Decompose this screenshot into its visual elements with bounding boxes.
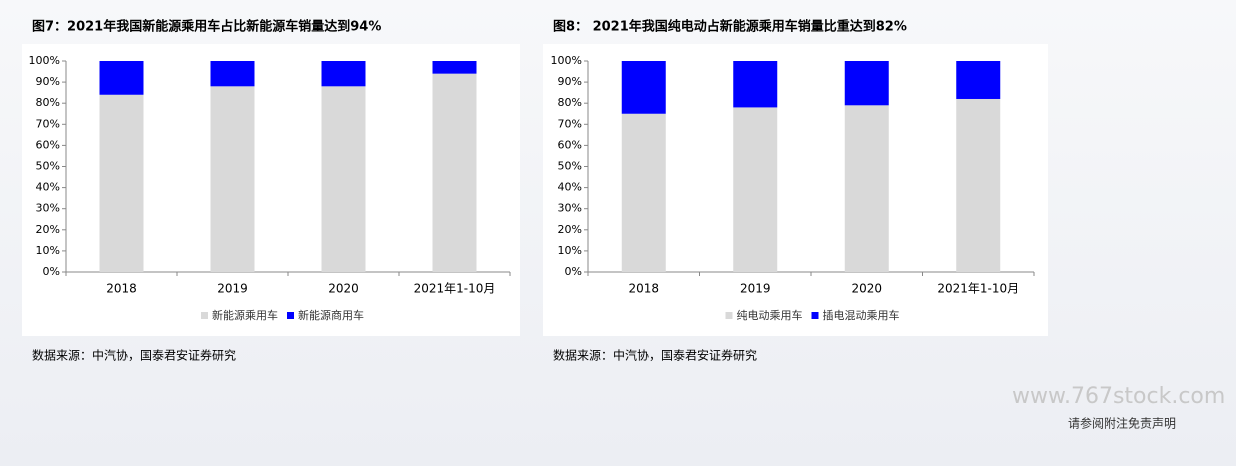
legend-swatch — [287, 312, 294, 319]
chart-title: 图7：2021年我国新能源乘用车占比新能源车销量达到94% — [32, 19, 381, 35]
bar-segment — [844, 105, 889, 272]
bar-segment — [733, 107, 778, 272]
legend-swatch — [725, 312, 733, 319]
y-tick-label: 30% — [558, 202, 582, 215]
y-tick-label: 20% — [36, 223, 60, 236]
watermark: www.767stock.com — [1012, 384, 1225, 409]
y-tick-label: 50% — [36, 160, 60, 173]
x-tick-label: 2019 — [740, 282, 771, 296]
chart-source: 数据来源：中汽协，国泰君安证券研究 — [553, 348, 757, 363]
bar-segment — [621, 113, 666, 272]
bar-segment — [956, 61, 1001, 99]
y-tick-label: 0% — [43, 265, 60, 278]
y-tick-label: 50% — [558, 160, 582, 173]
disclaimer: 请参阅附注免责声明 — [1068, 416, 1176, 431]
legend-label: 纯电动乘用车 — [737, 308, 803, 322]
x-tick-label: 2021年1-10月 — [414, 282, 496, 296]
legend-label: 新能源乘用车 — [212, 308, 278, 322]
y-tick-label: 80% — [558, 96, 582, 109]
bar-segment — [321, 86, 366, 272]
bar-segment — [621, 61, 666, 114]
y-tick-label: 70% — [558, 117, 582, 130]
y-tick-label: 60% — [36, 138, 60, 151]
bar-segment — [956, 98, 1001, 272]
bar-segment — [733, 61, 778, 108]
bar-segment — [99, 94, 144, 272]
y-tick-label: 20% — [558, 223, 582, 236]
y-tick-label: 60% — [558, 138, 582, 151]
y-tick-label: 40% — [36, 181, 60, 194]
x-tick-label: 2019 — [217, 282, 248, 296]
bar-segment — [99, 61, 144, 95]
x-tick-label: 2018 — [106, 282, 137, 296]
y-tick-label: 10% — [36, 244, 60, 257]
bar-segment — [210, 86, 255, 272]
y-tick-label: 90% — [558, 75, 582, 88]
bar-segment — [844, 61, 889, 106]
bar-segment — [432, 73, 477, 272]
y-tick-label: 100% — [29, 54, 60, 67]
bar-segment — [432, 61, 477, 74]
y-tick-label: 40% — [558, 181, 582, 194]
legend-label: 插电混动乘用车 — [823, 308, 900, 322]
x-tick-label: 2021年1-10月 — [937, 282, 1019, 296]
bar-segment — [321, 61, 366, 87]
y-tick-label: 80% — [36, 96, 60, 109]
y-tick-label: 70% — [36, 117, 60, 130]
chart-source: 数据来源：中汽协，国泰君安证券研究 — [32, 348, 236, 363]
legend-swatch — [201, 312, 208, 319]
x-tick-label: 2020 — [851, 282, 882, 296]
x-tick-label: 2018 — [628, 282, 659, 296]
y-tick-label: 30% — [36, 202, 60, 215]
legend-label: 新能源商用车 — [298, 308, 364, 322]
legend-swatch — [811, 312, 819, 319]
bar-segment — [210, 61, 255, 87]
y-tick-label: 100% — [551, 54, 582, 67]
x-tick-label: 2020 — [328, 282, 359, 296]
chart-title: 图8： 2021年我国纯电动占新能源乘用车销量比重达到82% — [553, 19, 907, 35]
y-tick-label: 0% — [565, 265, 582, 278]
y-tick-label: 10% — [558, 244, 582, 257]
y-tick-label: 90% — [36, 75, 60, 88]
